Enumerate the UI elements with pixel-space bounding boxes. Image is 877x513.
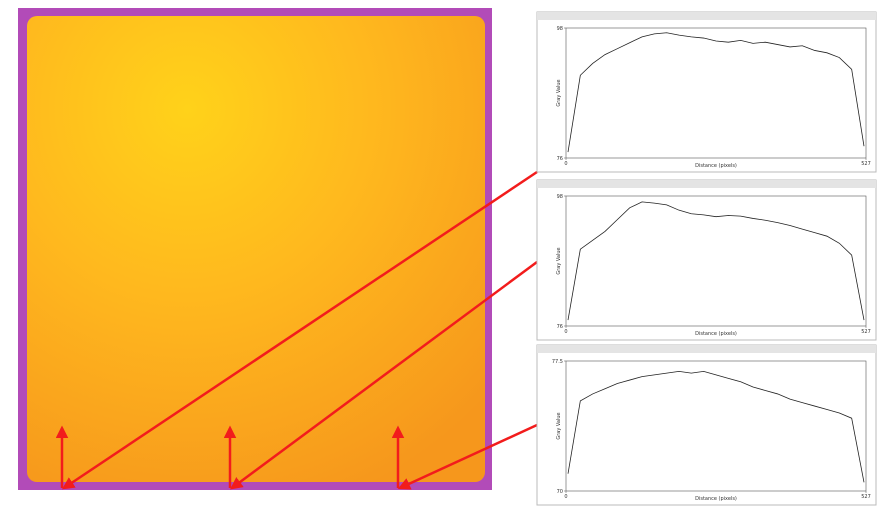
y-axis-label: Gray Value: [556, 412, 562, 439]
y-tick-label: 77.5: [552, 359, 563, 365]
thermal-image: [27, 16, 485, 482]
window: [537, 345, 876, 505]
x-tick-label: 527: [861, 161, 871, 167]
x-tick-label: 527: [861, 494, 871, 500]
window: [537, 12, 876, 172]
y-tick-label: 98: [557, 26, 563, 32]
y-tick-label: 70: [557, 489, 563, 495]
y-tick-label: 98: [557, 194, 563, 200]
x-axis-label: Distance (pixels): [695, 331, 737, 337]
title-bar: [537, 12, 876, 20]
x-tick-label: 0: [564, 329, 567, 335]
window: [537, 180, 876, 340]
plot-panel: 76 98 0 527 Distance (pixels) Gray Value: [537, 12, 876, 172]
title-bar: [537, 345, 876, 353]
plot-panels: 76 98 0 527 Distance (pixels) Gray Value 76 98 0…: [537, 12, 876, 505]
y-axis-label: Gray Value: [556, 79, 562, 106]
y-axis-label: Gray Value: [556, 247, 562, 274]
x-tick-label: 527: [861, 329, 871, 335]
y-tick-label: 76: [557, 156, 563, 162]
x-axis-label: Distance (pixels): [695, 496, 737, 502]
plot-panel: 70 77.5 0 527 Distance (pixels) Gray Value: [537, 345, 876, 505]
plot-panel: 76 98 0 527 Distance (pixels) Gray Value: [537, 180, 876, 340]
x-tick-label: 0: [564, 494, 567, 500]
y-tick-label: 76: [557, 324, 563, 330]
title-bar: [537, 180, 876, 188]
x-axis-label: Distance (pixels): [695, 163, 737, 169]
figure: 76 98 0 527 Distance (pixels) Gray Value 76 98 0…: [0, 0, 877, 509]
x-tick-label: 0: [564, 161, 567, 167]
